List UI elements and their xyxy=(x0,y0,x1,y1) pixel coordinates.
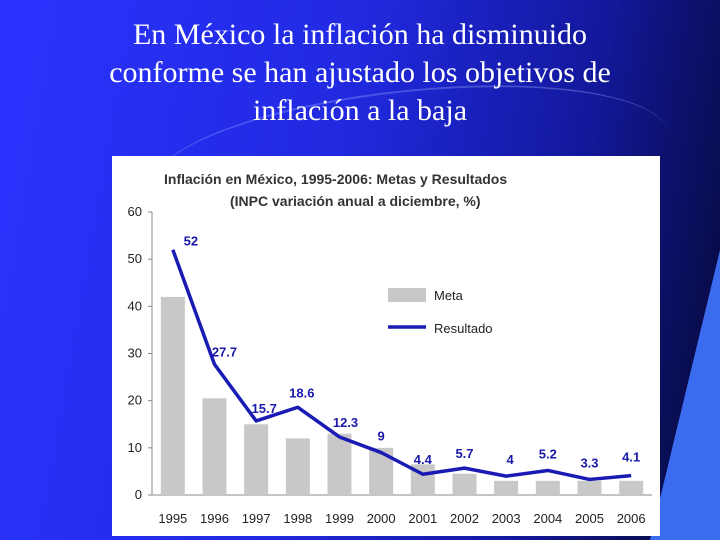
x-tick-label: 1996 xyxy=(200,511,229,526)
resultado-data-label: 27.7 xyxy=(212,344,237,359)
resultado-data-label: 5.7 xyxy=(455,446,473,461)
resultado-data-label: 4.1 xyxy=(622,450,640,465)
resultado-data-label: 4 xyxy=(507,452,515,467)
legend-meta-label: Meta xyxy=(434,288,464,303)
resultado-data-label: 12.3 xyxy=(333,415,358,430)
meta-bar xyxy=(328,434,352,495)
title-line-1: En México la inflación ha disminuido xyxy=(20,16,700,54)
y-tick-label: 0 xyxy=(135,487,142,502)
meta-bar xyxy=(286,438,310,495)
legend: Meta Resultado xyxy=(388,288,493,336)
title-line-3: inflación a la baja xyxy=(20,92,700,130)
chart-title: Inflación en México, 1995-2006: Metas y … xyxy=(164,171,507,187)
meta-bar xyxy=(203,398,227,495)
chart-card: Inflación en México, 1995-2006: Metas y … xyxy=(112,156,660,536)
decorative-triangle xyxy=(650,250,720,540)
x-tick-label: 2006 xyxy=(617,511,646,526)
inflation-chart: Inflación en México, 1995-2006: Metas y … xyxy=(112,156,660,536)
x-tick-label: 2005 xyxy=(575,511,604,526)
x-tick-label: 1997 xyxy=(242,511,271,526)
meta-bar xyxy=(619,481,643,495)
x-tick-label: 2001 xyxy=(408,511,437,526)
y-tick-label: 20 xyxy=(128,393,142,408)
y-tick-label: 60 xyxy=(128,204,142,219)
resultado-line xyxy=(173,250,631,480)
resultado-data-label: 5.2 xyxy=(539,446,557,461)
resultado-data-label: 4.4 xyxy=(414,452,433,467)
resultado-data-label: 9 xyxy=(378,429,385,444)
meta-bar xyxy=(453,474,477,495)
meta-bar xyxy=(369,448,393,495)
resultado-data-label: 15.7 xyxy=(252,401,277,416)
resultado-line-group xyxy=(173,250,631,480)
meta-bar xyxy=(244,424,268,495)
x-tick-label: 1998 xyxy=(283,511,312,526)
x-tick-label: 2003 xyxy=(492,511,521,526)
resultado-data-label: 3.3 xyxy=(580,455,598,470)
slide-title: En México la inflación ha disminuido con… xyxy=(20,16,700,130)
meta-bar xyxy=(536,481,560,495)
meta-bar xyxy=(578,481,602,495)
x-tick-label: 2002 xyxy=(450,511,479,526)
x-tick-label: 2000 xyxy=(367,511,396,526)
resultado-data-label: 52 xyxy=(184,234,198,249)
x-tick-label: 1999 xyxy=(325,511,354,526)
x-tick-label: 1995 xyxy=(158,511,187,526)
y-tick-label: 30 xyxy=(128,346,142,361)
legend-meta-swatch xyxy=(388,288,426,302)
meta-bar xyxy=(494,481,518,495)
x-tick-label: 2004 xyxy=(533,511,562,526)
resultado-data-label: 18.6 xyxy=(289,385,314,400)
y-tick-label: 40 xyxy=(128,298,142,313)
chart-subtitle: (INPC variación anual a diciembre, %) xyxy=(230,193,481,209)
meta-bar xyxy=(161,297,185,495)
title-line-2: conforme se han ajustado los objetivos d… xyxy=(20,54,700,92)
y-tick-label: 50 xyxy=(128,251,142,266)
y-tick-label: 10 xyxy=(128,440,142,455)
legend-resultado-label: Resultado xyxy=(434,321,493,336)
